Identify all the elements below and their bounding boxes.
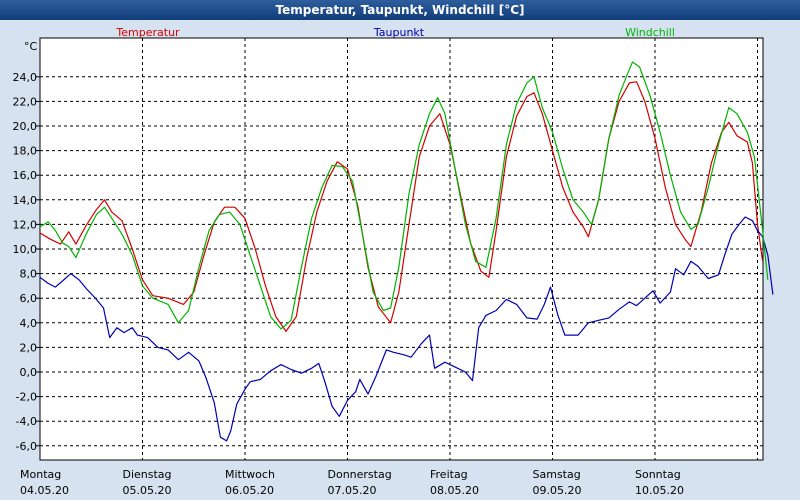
y-tick-label: 10,0 [13, 243, 38, 256]
y-tick-label: -6,0 [16, 440, 37, 453]
y-tick-label: 18,0 [13, 145, 38, 158]
y-axis-unit: °C [24, 40, 38, 53]
y-tick-label: 6,0 [20, 292, 38, 305]
y-tick-label: 2,0 [20, 341, 38, 354]
x-tick-day: Mittwoch [225, 468, 275, 481]
y-tick-label: 20,0 [13, 120, 38, 133]
y-tick-label: 8,0 [20, 268, 38, 281]
y-tick-label: 4,0 [20, 317, 38, 330]
legend-taupunkt: Taupunkt [373, 26, 425, 39]
x-tick-date: 07.05.20 [328, 484, 377, 497]
x-tick-day: Freitag [430, 468, 468, 481]
x-tick-date: 09.05.20 [533, 484, 582, 497]
x-tick-date: 06.05.20 [225, 484, 274, 497]
y-tick-label: -2,0 [16, 391, 37, 404]
x-tick-date: 08.05.20 [430, 484, 479, 497]
x-tick-date: 04.05.20 [20, 484, 69, 497]
y-tick-label: 24,0 [13, 71, 38, 84]
x-tick-day: Montag [20, 468, 61, 481]
y-tick-label: -4,0 [16, 415, 37, 428]
y-tick-label: 12,0 [13, 218, 38, 231]
legend-windchill: Windchill [625, 26, 675, 39]
window-title: Temperatur, Taupunkt, Windchill [°C] [0, 0, 800, 20]
x-tick-day: Dienstag [123, 468, 172, 481]
x-tick-date: 05.05.20 [123, 484, 172, 497]
y-tick-label: 0,0 [20, 366, 38, 379]
series-line-windchill [39, 61, 769, 330]
y-tick-label: 16,0 [13, 169, 38, 182]
y-tick-label: 14,0 [13, 194, 38, 207]
x-tick-day: Samstag [533, 468, 581, 481]
legend-temperatur: Temperatur [115, 26, 180, 39]
series-line-temperatur [39, 81, 764, 332]
y-tick-label: 22,0 [13, 95, 38, 108]
x-tick-date: 10.05.20 [635, 484, 684, 497]
x-tick-day: Donnerstag [328, 468, 392, 481]
x-tick-day: Sonntag [635, 468, 681, 481]
series-line-taupunkt [39, 216, 774, 442]
